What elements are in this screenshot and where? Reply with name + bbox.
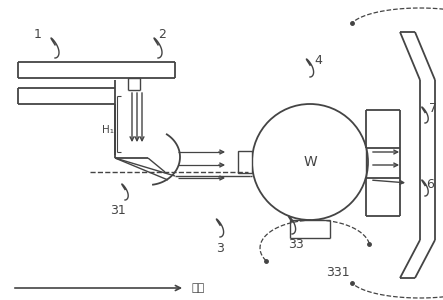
Text: 33: 33 — [288, 238, 304, 251]
Text: H₁: H₁ — [102, 125, 114, 135]
Text: 7: 7 — [429, 101, 437, 115]
Text: 331: 331 — [326, 266, 350, 278]
Bar — [238, 151, 252, 173]
Text: 4: 4 — [314, 53, 322, 67]
Text: 31: 31 — [110, 203, 126, 217]
Text: 前方: 前方 — [192, 283, 205, 293]
Text: 2: 2 — [158, 28, 166, 40]
Text: 3: 3 — [216, 242, 224, 254]
Text: W: W — [303, 155, 317, 169]
Text: 1: 1 — [34, 28, 42, 40]
Text: 6: 6 — [426, 178, 434, 191]
